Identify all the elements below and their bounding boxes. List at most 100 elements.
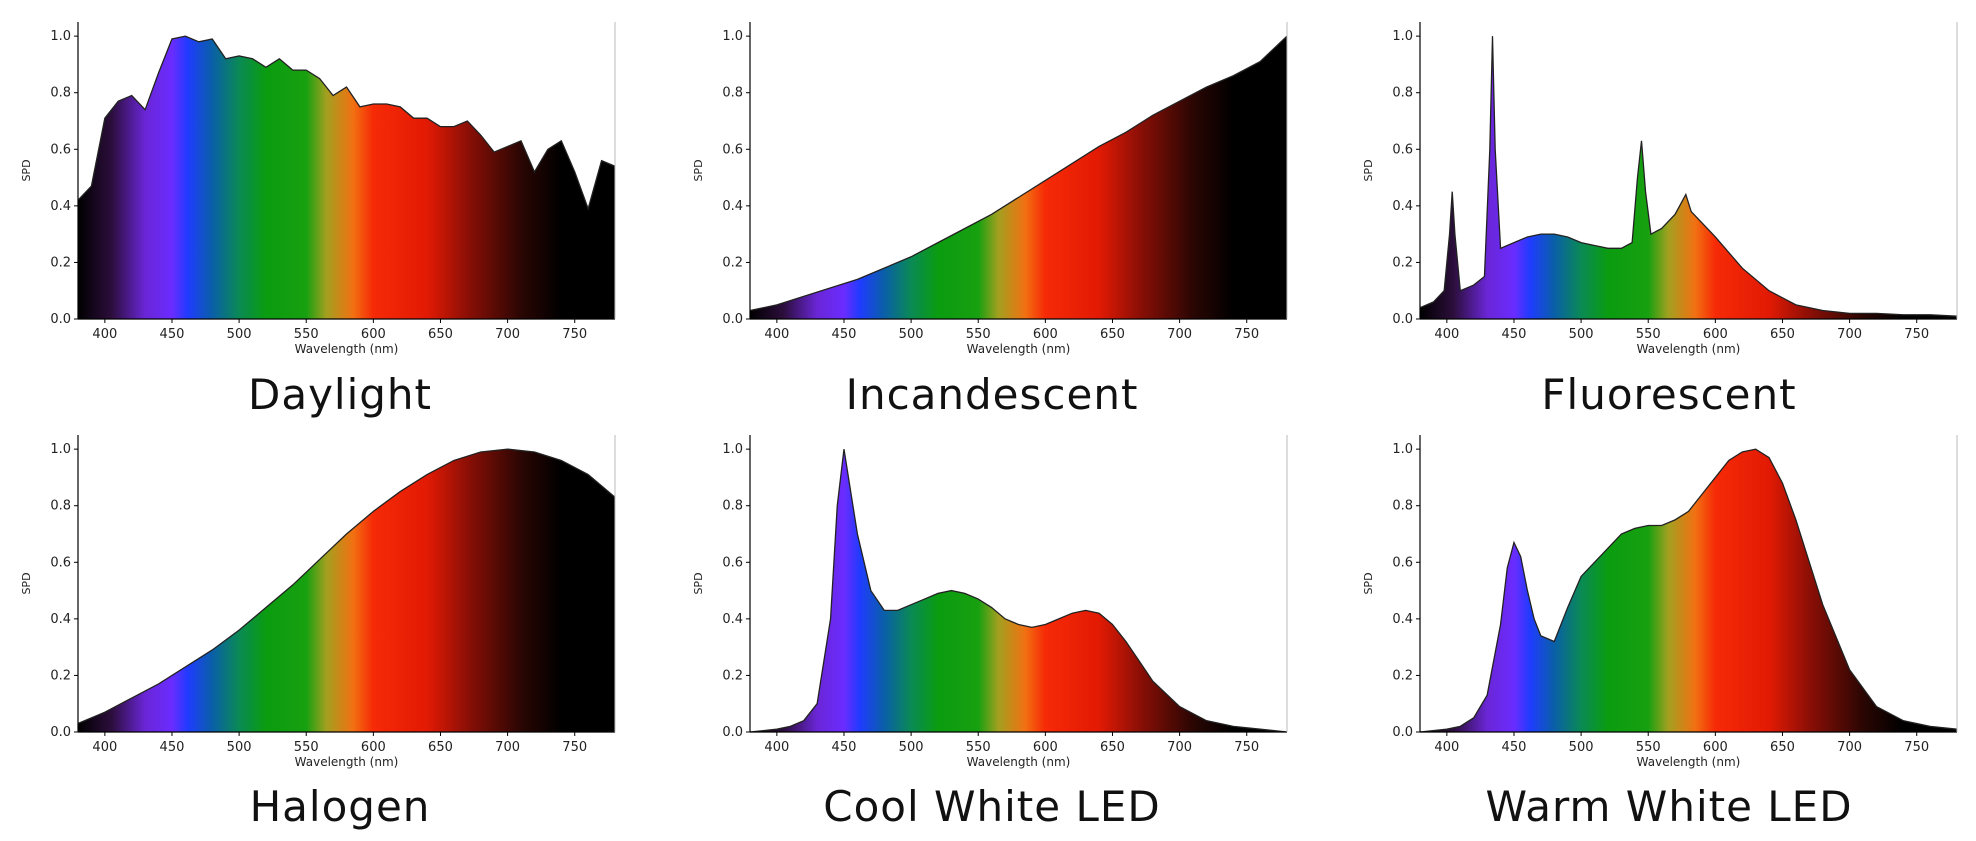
- y-tick-label: 0.4: [722, 612, 743, 627]
- y-tick-label: 1.0: [50, 29, 71, 44]
- x-axis-label: Wavelength (nm): [295, 342, 399, 356]
- x-tick-label: 750: [1234, 740, 1259, 755]
- x-tick-label: 450: [832, 327, 857, 342]
- spd-line: [1419, 448, 1958, 733]
- x-axis-label: Wavelength (nm): [967, 342, 1071, 356]
- x-tick-label: 750: [1904, 740, 1929, 755]
- chart-panel: 400 450 500 550 600 650 700 750 0.0 0.2 0.4 0.6 0.8 1…: [692, 22, 1288, 356]
- y-tick-label: 0.6: [50, 142, 71, 157]
- spd-line: [77, 448, 616, 725]
- x-tick-label: 400: [1434, 327, 1459, 342]
- y-tick-label: 0.2: [722, 255, 743, 270]
- x-tick-label: 600: [361, 327, 386, 342]
- x-tick-label: 400: [764, 327, 789, 342]
- x-tick-label: 600: [361, 740, 386, 755]
- y-tick-label: 1.0: [50, 442, 71, 457]
- x-tick-label: 650: [1100, 327, 1125, 342]
- y-tick-label: 0.0: [722, 312, 743, 327]
- y-tick-label: 1.0: [1392, 442, 1413, 457]
- x-tick-label: 650: [1100, 740, 1125, 755]
- spd-area: [78, 449, 615, 732]
- y-tick-label: 0.6: [1392, 555, 1413, 570]
- x-tick-label: 500: [1569, 327, 1594, 342]
- y-tick-label: 0.0: [50, 312, 71, 327]
- chart-panel: 400 450 500 550 600 650 700 750 0.0 0.2 0.4 0.6 0.8 1…: [1362, 435, 1958, 769]
- spd-area: [1420, 449, 1957, 732]
- y-tick-label: 0.2: [50, 255, 71, 270]
- y-tick-label: 0.4: [50, 612, 71, 627]
- y-tick-label: 0.8: [722, 86, 743, 101]
- y-tick-label: 0.6: [722, 142, 743, 157]
- x-tick-label: 500: [1569, 740, 1594, 755]
- y-tick-label: 0.4: [722, 199, 743, 214]
- spd-line: [749, 449, 1288, 733]
- spd-area: [750, 449, 1287, 732]
- x-tick-label: 550: [1636, 327, 1661, 342]
- y-axis-label: SPD: [1362, 159, 1375, 181]
- spd-area: [78, 36, 615, 319]
- x-tick-label: 650: [1770, 327, 1795, 342]
- x-axis-label: Wavelength (nm): [295, 755, 399, 769]
- x-tick-label: 500: [227, 740, 252, 755]
- x-axis-label: Wavelength (nm): [1637, 342, 1741, 356]
- x-tick-label: 450: [160, 740, 185, 755]
- y-tick-label: 0.4: [1392, 612, 1413, 627]
- x-tick-label: 550: [1636, 740, 1661, 755]
- spd-line: [749, 35, 1288, 312]
- x-tick-label: 750: [562, 327, 587, 342]
- x-tick-label: 600: [1033, 740, 1058, 755]
- y-axis-label: SPD: [20, 159, 33, 181]
- y-tick-label: 0.4: [50, 199, 71, 214]
- x-tick-label: 550: [966, 740, 991, 755]
- chart-title-incandescent: Incandescent: [845, 370, 1139, 419]
- x-tick-label: 400: [1434, 740, 1459, 755]
- y-tick-label: 0.0: [722, 725, 743, 740]
- y-tick-label: 0.8: [722, 499, 743, 514]
- y-tick-label: 0.8: [1392, 86, 1413, 101]
- y-tick-label: 1.0: [722, 29, 743, 44]
- x-tick-label: 650: [428, 327, 453, 342]
- y-tick-label: 0.6: [50, 555, 71, 570]
- x-tick-label: 500: [227, 327, 252, 342]
- y-tick-label: 0.0: [50, 725, 71, 740]
- y-axis-label: SPD: [1362, 572, 1375, 594]
- x-axis-label: Wavelength (nm): [1637, 755, 1741, 769]
- x-tick-label: 550: [966, 327, 991, 342]
- y-tick-label: 0.0: [1392, 725, 1413, 740]
- chart-title-cool-white-led: Cool White LED: [823, 782, 1161, 831]
- x-tick-label: 700: [495, 740, 520, 755]
- y-tick-label: 0.6: [722, 555, 743, 570]
- y-axis-label: SPD: [20, 572, 33, 594]
- x-tick-label: 400: [764, 740, 789, 755]
- y-tick-label: 0.6: [1392, 142, 1413, 157]
- spd-line: [77, 35, 616, 211]
- x-tick-label: 550: [294, 327, 319, 342]
- x-tick-label: 650: [1770, 740, 1795, 755]
- chart-panel: 400 450 500 550 600 650 700 750 0.0 0.2 0.4 0.6 0.8 1…: [20, 22, 616, 356]
- y-tick-label: 0.2: [1392, 255, 1413, 270]
- x-tick-label: 650: [428, 740, 453, 755]
- x-tick-label: 500: [899, 327, 924, 342]
- spd-line: [1419, 36, 1958, 317]
- x-tick-label: 450: [1502, 327, 1527, 342]
- chart-panel: 400 450 500 550 600 650 700 750 0.0 0.2 0.4 0.6 0.8 1…: [692, 435, 1288, 769]
- chart-panel: 400 450 500 550 600 650 700 750 0.0 0.2 0.4 0.6 0.8 1…: [20, 435, 616, 769]
- x-tick-label: 600: [1703, 327, 1728, 342]
- y-tick-label: 1.0: [1392, 29, 1413, 44]
- x-tick-label: 750: [562, 740, 587, 755]
- x-tick-label: 700: [1167, 740, 1192, 755]
- x-tick-label: 750: [1904, 327, 1929, 342]
- x-tick-label: 450: [1502, 740, 1527, 755]
- x-tick-label: 450: [832, 740, 857, 755]
- chart-title-warm-white-led: Warm White LED: [1485, 782, 1853, 831]
- y-axis-label: SPD: [692, 159, 705, 181]
- spd-area: [1420, 36, 1957, 319]
- x-tick-label: 400: [92, 740, 117, 755]
- y-tick-label: 0.0: [1392, 312, 1413, 327]
- x-tick-label: 700: [495, 327, 520, 342]
- y-tick-label: 0.8: [50, 86, 71, 101]
- y-tick-label: 1.0: [722, 442, 743, 457]
- y-tick-label: 0.8: [1392, 499, 1413, 514]
